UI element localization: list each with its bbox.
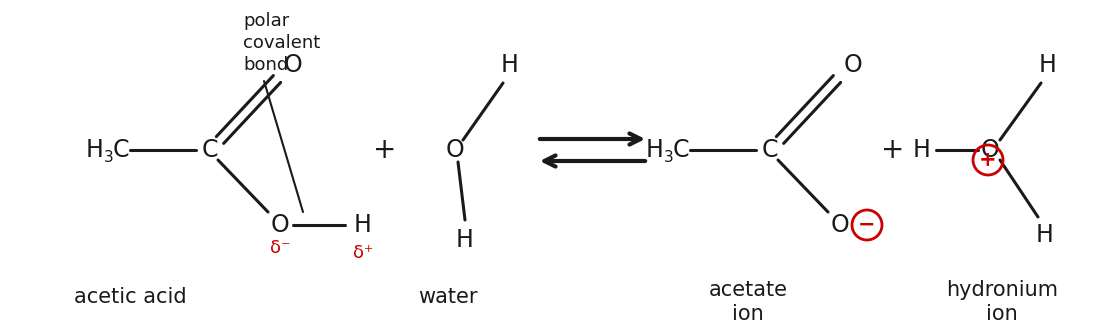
Text: polar
covalent
bond: polar covalent bond xyxy=(243,12,321,74)
Text: C: C xyxy=(202,138,218,162)
Text: O: O xyxy=(844,53,863,77)
Text: −: − xyxy=(858,215,876,235)
Text: 3: 3 xyxy=(104,149,114,164)
Text: H: H xyxy=(501,53,518,77)
Text: O: O xyxy=(981,138,1000,162)
Text: δ⁺: δ⁺ xyxy=(353,244,373,262)
Text: 3: 3 xyxy=(664,149,674,164)
Text: +: + xyxy=(374,136,397,164)
Text: C: C xyxy=(673,138,689,162)
Text: H: H xyxy=(87,138,104,162)
Text: H: H xyxy=(354,213,372,237)
Text: δ⁻: δ⁻ xyxy=(270,239,290,257)
Text: O: O xyxy=(284,53,302,77)
Text: H: H xyxy=(456,228,473,252)
Text: water: water xyxy=(419,287,478,307)
Text: C: C xyxy=(762,138,778,162)
Text: acetic acid: acetic acid xyxy=(73,287,186,307)
Text: H: H xyxy=(646,138,664,162)
Text: O: O xyxy=(446,138,465,162)
Text: H: H xyxy=(913,138,931,162)
Text: hydronium
ion: hydronium ion xyxy=(946,280,1058,324)
Text: C: C xyxy=(113,138,129,162)
Text: O: O xyxy=(831,213,849,237)
Text: +: + xyxy=(881,136,904,164)
Text: H: H xyxy=(1036,223,1054,247)
Text: H: H xyxy=(1039,53,1057,77)
Text: +: + xyxy=(979,150,997,170)
Text: acetate
ion: acetate ion xyxy=(708,280,788,324)
Text: O: O xyxy=(271,213,289,237)
